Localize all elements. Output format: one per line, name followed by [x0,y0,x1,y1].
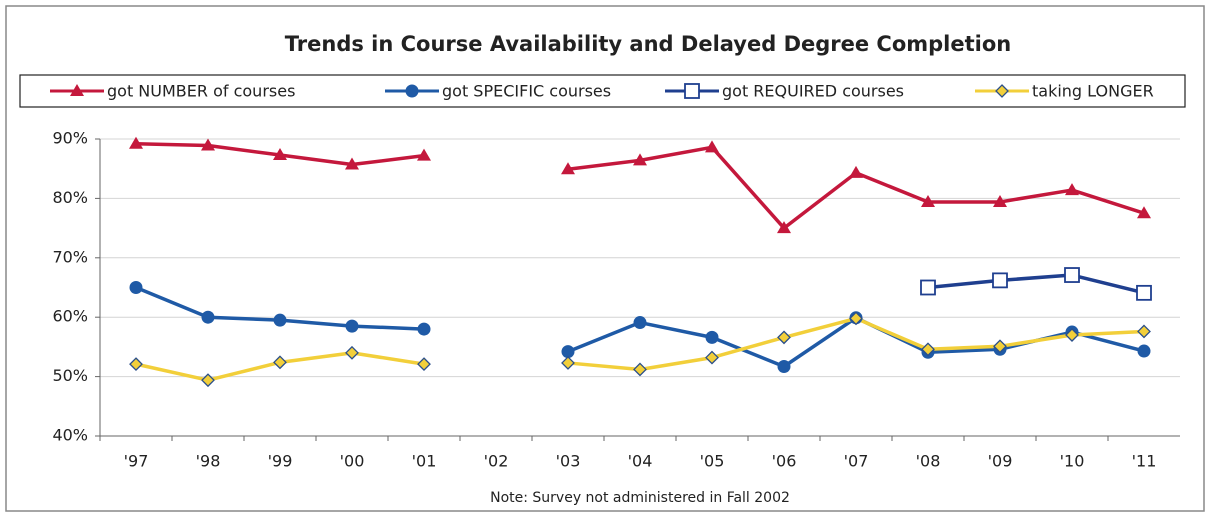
marker [777,330,791,345]
note: Note: Survey not administered in Fall 20… [490,490,790,506]
marker [417,322,431,336]
marker [633,362,647,377]
marker [561,356,575,370]
marker [561,345,575,359]
marker [849,311,863,326]
marker [921,194,935,207]
x-tick-label: '97 [124,452,149,471]
legend-marker [995,84,1009,98]
marker [993,194,1007,207]
marker [201,138,215,151]
marker [345,345,359,360]
marker [129,281,143,294]
marker [777,221,791,234]
marker [1137,206,1151,219]
marker [633,153,647,166]
marker [129,136,143,149]
marker [1065,328,1079,342]
x-tick-label: '05 [700,452,725,471]
legend-label: got REQUIRED courses [722,82,904,101]
chart-title: Trends in Course Availability and Delaye… [285,32,1011,56]
y-tick-label: 50% [52,366,88,385]
marker [201,310,215,324]
y-tick-label: 90% [52,129,88,148]
marker [705,140,719,153]
y-tick-label: 60% [52,307,88,326]
legend-label: taking LONGER [1032,82,1154,101]
marker [849,165,863,178]
marker [417,148,431,161]
x-tick-label: '03 [556,452,581,471]
x-tick-label: '02 [484,452,509,471]
x-tick-label: '10 [1060,452,1085,471]
y-tick-label: 40% [52,426,88,445]
legend-marker [684,83,700,99]
x-tick-label: '98 [196,452,221,471]
marker [705,330,719,344]
marker [921,342,935,357]
y-tick-label: 70% [52,247,88,266]
x-tick-label: '01 [412,452,437,471]
legend-label: got NUMBER of courses [107,82,295,101]
marker [1064,267,1080,283]
marker [1065,183,1079,196]
legend-marker [405,84,419,98]
marker [345,157,359,170]
legend-label: got SPECIFIC courses [442,82,611,101]
marker [777,360,791,374]
x-tick-label: '08 [916,452,941,471]
marker [561,162,575,175]
x-tick-label: '06 [772,452,797,471]
marker [992,272,1008,289]
marker [345,319,359,333]
x-tick-label: '99 [268,452,293,471]
marker [201,373,215,388]
x-tick-label: '11 [1132,452,1157,471]
series-line [927,273,1145,295]
legend-box [19,74,1186,108]
x-tick-label: '04 [628,452,653,471]
marker [273,355,287,370]
marker [920,279,936,296]
marker [1137,324,1151,339]
marker [273,148,287,161]
y-tick-label: 80% [52,188,88,207]
marker [417,357,431,372]
x-tick-label: '07 [844,452,869,471]
marker [705,350,719,365]
marker [129,357,143,372]
marker [273,313,287,327]
marker [1136,284,1152,301]
marker [1137,344,1151,358]
marker [993,339,1007,354]
x-tick-label: '09 [988,452,1013,471]
x-tick-label: '00 [340,452,365,471]
legend-marker [70,84,84,96]
marker [633,316,647,330]
